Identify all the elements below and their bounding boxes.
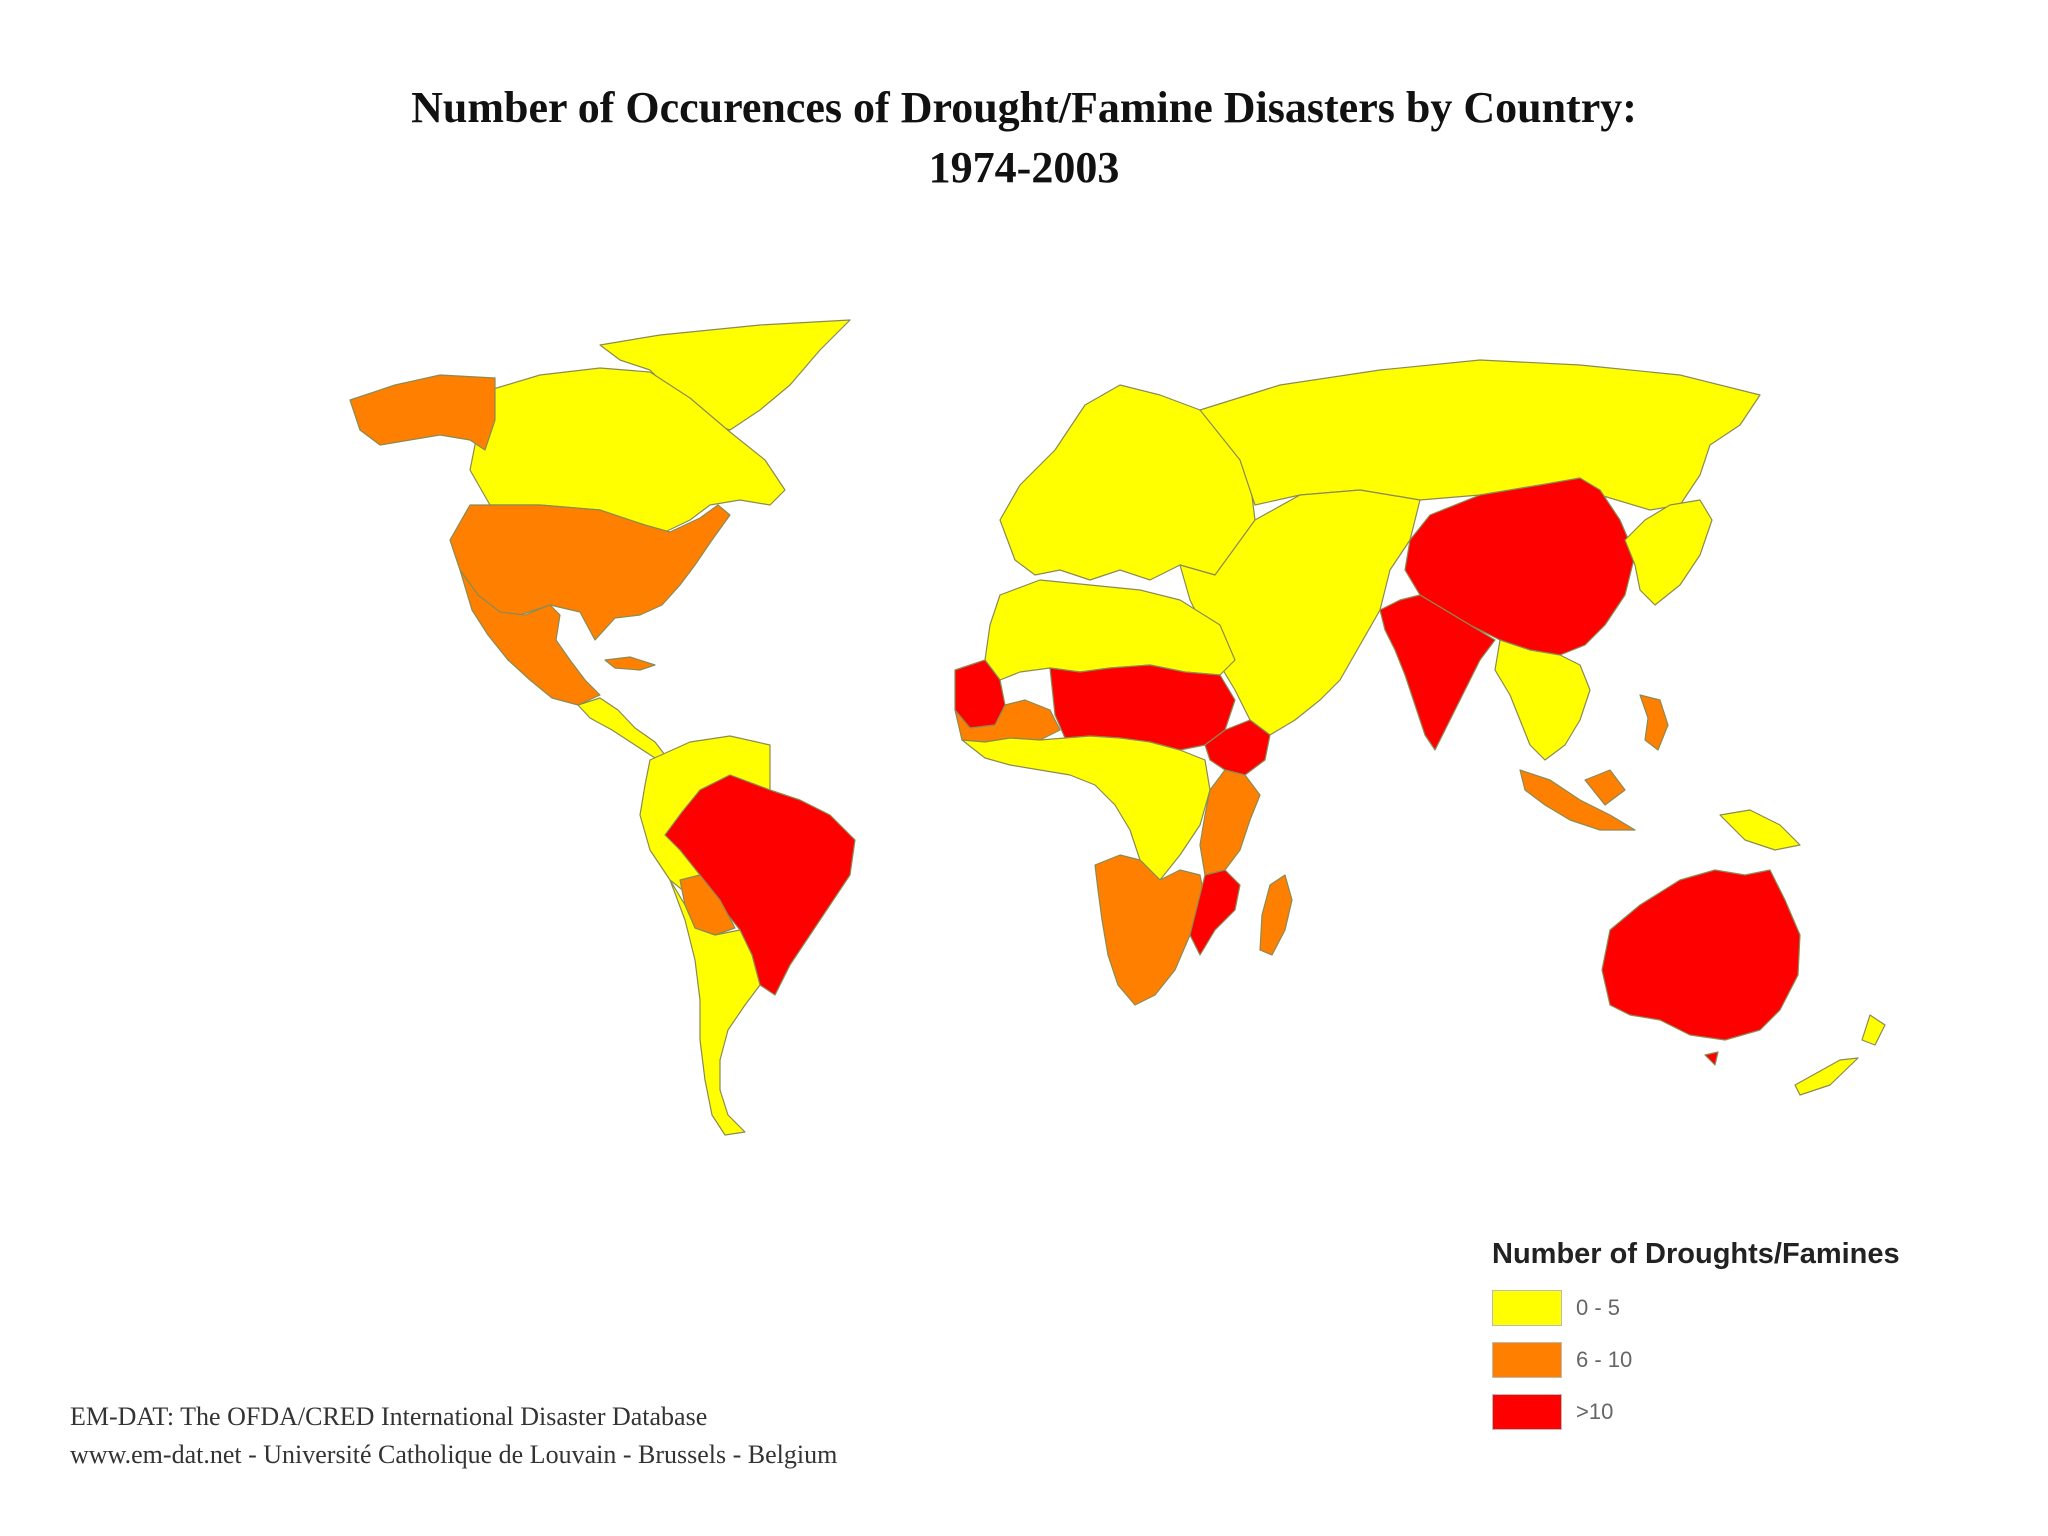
region-southeast-asia [1494, 639, 1591, 761]
legend-swatch-low [1492, 1290, 1562, 1326]
region-japan-korea [1624, 499, 1713, 606]
region-alaska [349, 374, 496, 451]
region-central-america [577, 697, 666, 759]
source-credit: EM-DAT: The OFDA/CRED International Disa… [70, 1398, 837, 1474]
region-madagascar [1259, 874, 1293, 956]
region-brazil [664, 774, 856, 996]
source-line2: www.em-dat.net - Université Catholique d… [70, 1440, 838, 1469]
region-ethiopia [1204, 719, 1271, 776]
region-australia [1601, 869, 1801, 1066]
legend: Number of Droughts/Famines 0 - 5 6 - 10 … [1492, 1238, 1952, 1445]
region-new-zealand [1794, 1014, 1886, 1096]
region-southern-cone [669, 879, 761, 1136]
legend-swatch-high [1492, 1394, 1562, 1430]
legend-swatch-mid [1492, 1342, 1562, 1378]
region-indonesia [1519, 769, 1636, 831]
region-mozambique [1189, 869, 1241, 956]
region-india [1379, 594, 1496, 751]
legend-title: Number of Droughts/Famines [1492, 1238, 1900, 1270]
legend-item-high: >10 [1492, 1393, 1952, 1431]
region-russia [1199, 359, 1761, 511]
legend-item-low: 0 - 5 [1492, 1289, 1952, 1327]
map-title: Number of Occurences of Drought/Famine D… [0, 78, 2048, 198]
region-philippines [1639, 694, 1669, 751]
map-title-line1: Number of Occurences of Drought/Famine D… [411, 83, 1637, 132]
source-line1: EM-DAT: The OFDA/CRED International Disa… [70, 1402, 708, 1431]
region-papua-new-guinea [1719, 809, 1801, 851]
region-kenya-tanzania [1199, 769, 1261, 876]
region-southern-africa [1094, 854, 1206, 1006]
legend-label-low: 0 - 5 [1576, 1295, 1621, 1320]
region-west-central-africa [961, 735, 1211, 881]
legend-label-mid: 6 - 10 [1576, 1347, 1633, 1372]
region-mexico [459, 569, 601, 706]
legend-label-high: >10 [1576, 1399, 1614, 1424]
region-greenland [599, 319, 851, 431]
map-title-line2: 1974-2003 [928, 143, 1120, 192]
legend-item-mid: 6 - 10 [1492, 1341, 1952, 1379]
region-cuba [604, 656, 656, 671]
